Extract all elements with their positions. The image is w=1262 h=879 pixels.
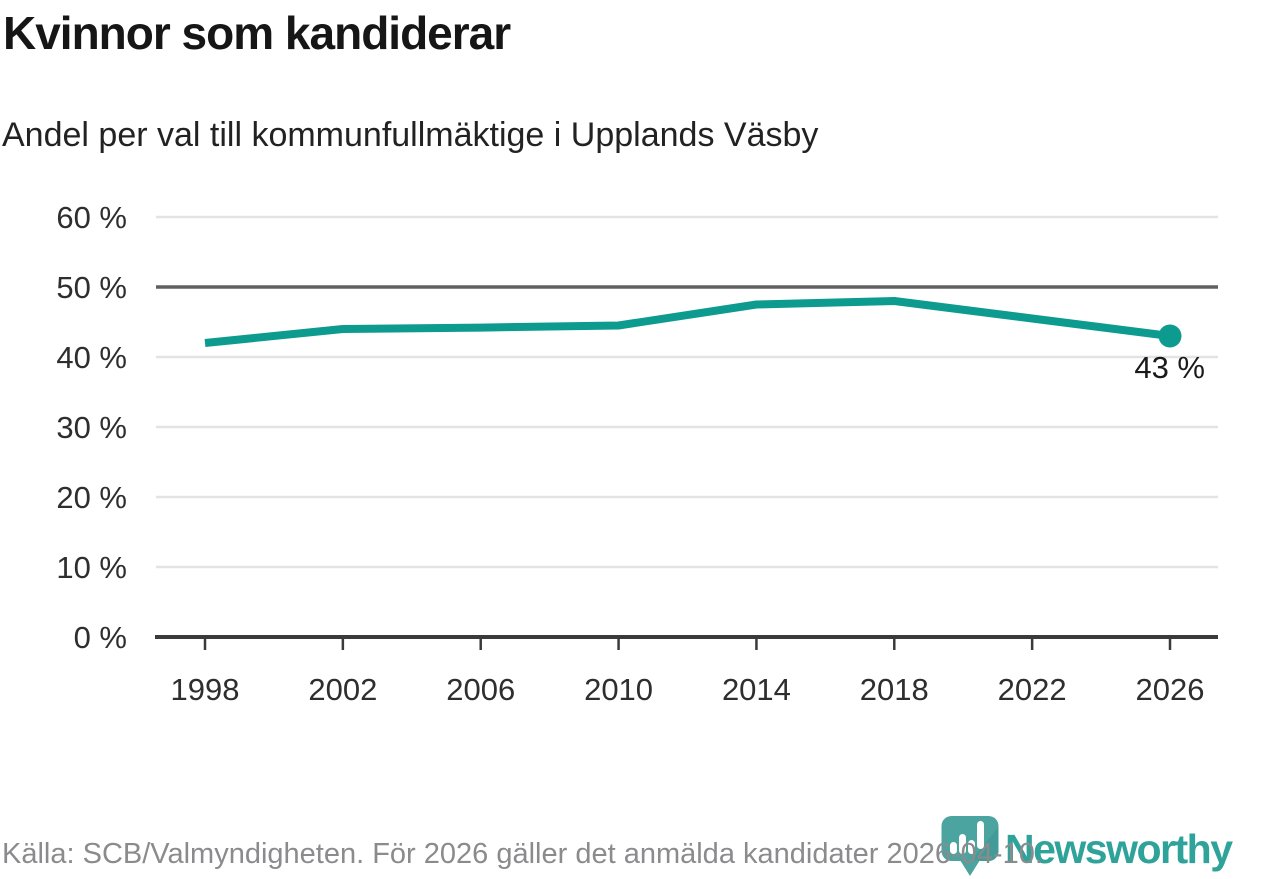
x-axis-tick-label: 2018 [860, 672, 929, 707]
newsworthy-wordmark: Newsworthy [1005, 826, 1233, 872]
x-axis-tick-label: 2014 [722, 672, 791, 707]
y-axis-tick-label: 10 % [56, 550, 127, 585]
x-axis-tick-label: 2006 [446, 672, 515, 707]
y-axis-tick-label: 0 % [74, 620, 127, 655]
x-axis-tick-label: 1998 [171, 672, 240, 707]
newsworthy-logo-icon [941, 816, 999, 876]
data-point-2026 [1158, 324, 1182, 348]
x-axis-tick-label: 2026 [1136, 672, 1205, 707]
data-line [204, 297, 1171, 347]
newsworthy-logo: Newsworthy [941, 815, 1233, 877]
line-chart: 0 % 10 % 20 % 30 % 40 % 50 % 60 % 1998 2002 2006 2… [56, 200, 1218, 707]
y-axis-tick-label: 30 % [56, 410, 127, 445]
y-axis-tick-label: 60 % [56, 200, 127, 235]
x-axis-tick-label: 2022 [998, 672, 1067, 707]
y-axis-tick-label: 20 % [56, 480, 127, 515]
page-title: Kvinnor som kandiderar [3, 7, 511, 59]
chart-subtitle: Andel per val till kommunfullmäktige i U… [2, 116, 819, 154]
y-axis-tick-label: 50 % [56, 270, 127, 305]
end-value-label: 43 % [1134, 350, 1205, 385]
source-note: Källa: SCB/Valmyndigheten. För 2026 gäll… [2, 838, 1043, 870]
x-axis-tick-label: 2010 [584, 672, 653, 707]
x-axis-tick-label: 2002 [308, 672, 377, 707]
y-axis-tick-label: 40 % [56, 340, 127, 375]
